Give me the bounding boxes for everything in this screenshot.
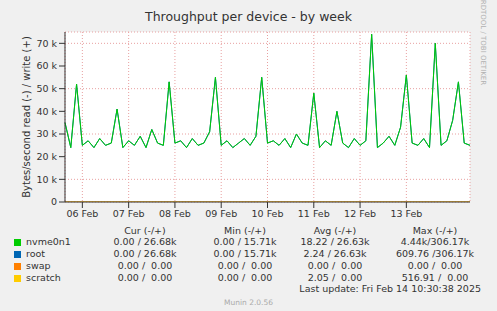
html-text:0.00 / 15.71k: 0.00 / 15.71k [213, 236, 277, 247]
html-text:root: root [26, 248, 45, 259]
html-text:516.91 / 0.00: 516.91 / 0.00 [401, 272, 469, 283]
html-text:4.44k/306.17k: 4.44k/306.17k [400, 236, 470, 247]
svg-text:12 Feb: 12 Feb [344, 208, 376, 219]
html-text:Throughput per device - by wee: Throughput per device - by week [145, 9, 352, 24]
html-text:0.00 / 15.71k: 0.00 / 15.71k [213, 248, 277, 259]
html-text:scratch: scratch [26, 272, 61, 283]
html-text:0.00 / 0.00: 0.00 / 0.00 [307, 260, 363, 271]
html-text:0.00 / 0.00: 0.00 / 0.00 [117, 260, 173, 271]
svg-text:10 k: 10 k [36, 174, 57, 185]
svg-text:30 k: 30 k [36, 128, 57, 139]
html-text:0.00 / 26.68k: 0.00 / 26.68k [113, 236, 177, 247]
html-text:Min (-/+): Min (-/+) [224, 225, 266, 236]
html-text:0.00 / 0.00: 0.00 / 0.00 [407, 260, 463, 271]
html-text:0.00 / 0.00: 0.00 / 0.00 [217, 272, 273, 283]
svg-text:10 Feb: 10 Feb [252, 208, 284, 219]
svg-text:60 k: 60 k [36, 60, 57, 71]
svg-text:0: 0 [51, 196, 57, 207]
svg-text:07 Feb: 07 Feb [113, 208, 145, 219]
svg-text:40 k: 40 k [36, 106, 57, 117]
html-text:0.00 / 0.00: 0.00 / 0.00 [217, 260, 273, 271]
svg-text:06 Feb: 06 Feb [66, 208, 98, 219]
html-text:Bytes/second read (-) / write: Bytes/second read (-) / write (+) [20, 36, 32, 198]
html-text:Avg (-/+): Avg (-/+) [313, 225, 357, 236]
html-text:2.24 / 26.63k: 2.24 / 26.63k [303, 248, 367, 259]
svg-text:11 Feb: 11 Feb [298, 208, 330, 219]
html-text:18.22 / 26.63k: 18.22 / 26.63k [300, 236, 370, 247]
svg-text:13 Feb: 13 Feb [390, 208, 422, 219]
html-text:0.00 / 0.00: 0.00 / 0.00 [117, 272, 173, 283]
html-text:609.76 /306.17k: 609.76 /306.17k [395, 248, 475, 259]
html-text:2.05 / 0.00: 2.05 / 0.00 [307, 272, 363, 283]
html-text:swap: swap [26, 260, 51, 271]
html-text:0.00 / 26.68k: 0.00 / 26.68k [113, 248, 177, 259]
html-text:nvme0n1: nvme0n1 [26, 236, 71, 247]
html-text:Munin 2.0.56: Munin 2.0.56 [224, 298, 273, 307]
html-text:Cur (-/+): Cur (-/+) [124, 225, 166, 236]
svg-text:09 Feb: 09 Feb [205, 208, 237, 219]
html-text:Last update: Fri Feb 14 10:30:: Last update: Fri Feb 14 10:30:38 2025 [299, 283, 481, 294]
svg-text:20 k: 20 k [36, 151, 57, 162]
svg-text:08 Feb: 08 Feb [159, 208, 191, 219]
svg-text:50 k: 50 k [36, 83, 57, 94]
svg-text:70 k: 70 k [36, 38, 57, 49]
html-text:Max (-/+): Max (-/+) [412, 225, 458, 236]
